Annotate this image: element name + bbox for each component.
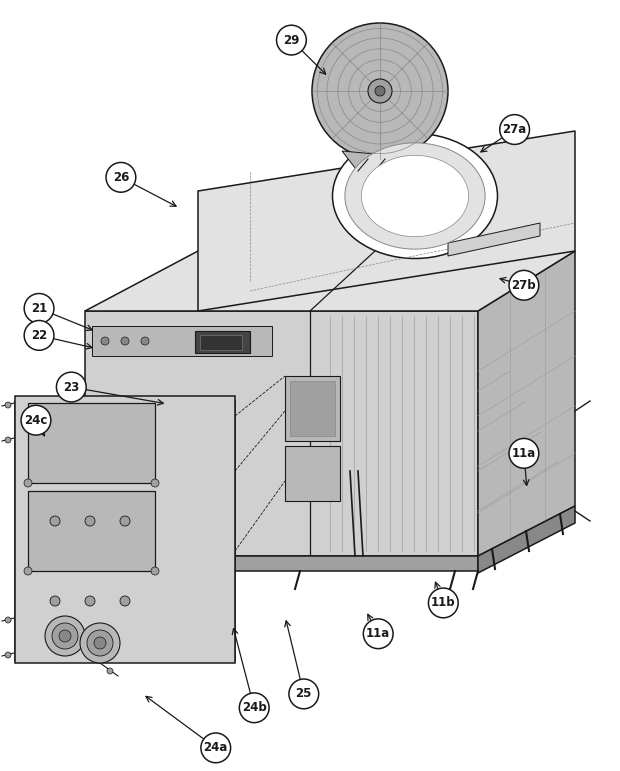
Circle shape xyxy=(45,616,85,656)
Circle shape xyxy=(101,337,109,345)
Polygon shape xyxy=(478,506,575,573)
FancyBboxPatch shape xyxy=(15,401,235,661)
Circle shape xyxy=(85,596,95,606)
Polygon shape xyxy=(290,381,335,436)
Text: 21: 21 xyxy=(31,302,47,315)
Circle shape xyxy=(201,733,231,763)
Text: 24b: 24b xyxy=(242,702,267,714)
Circle shape xyxy=(50,596,60,606)
Circle shape xyxy=(56,372,86,402)
Circle shape xyxy=(5,652,11,658)
Circle shape xyxy=(368,79,392,103)
Text: 27b: 27b xyxy=(512,279,536,291)
Circle shape xyxy=(87,630,113,656)
Circle shape xyxy=(85,516,95,526)
Circle shape xyxy=(59,630,71,642)
Polygon shape xyxy=(15,396,235,663)
Text: 27a: 27a xyxy=(502,123,527,136)
Text: 26: 26 xyxy=(113,171,129,183)
Text: 29: 29 xyxy=(283,34,299,46)
Circle shape xyxy=(509,271,539,300)
Circle shape xyxy=(80,623,120,663)
Circle shape xyxy=(106,163,136,192)
Polygon shape xyxy=(85,251,575,311)
Circle shape xyxy=(52,623,78,649)
Polygon shape xyxy=(448,223,540,256)
Circle shape xyxy=(500,115,529,144)
Circle shape xyxy=(24,567,32,575)
Text: 11a: 11a xyxy=(512,447,536,460)
Polygon shape xyxy=(198,131,575,311)
Circle shape xyxy=(120,516,130,526)
Text: 11b: 11b xyxy=(431,597,456,609)
Text: 11a: 11a xyxy=(366,628,391,640)
Circle shape xyxy=(151,567,159,575)
Circle shape xyxy=(24,294,54,323)
Polygon shape xyxy=(285,446,340,501)
Circle shape xyxy=(141,337,149,345)
Text: 24c: 24c xyxy=(24,414,48,426)
Polygon shape xyxy=(285,376,340,441)
Polygon shape xyxy=(28,403,155,483)
Polygon shape xyxy=(85,311,478,556)
Polygon shape xyxy=(28,491,155,571)
Circle shape xyxy=(24,321,54,350)
Circle shape xyxy=(107,668,113,674)
Circle shape xyxy=(509,439,539,468)
Circle shape xyxy=(239,693,269,722)
Text: 24a: 24a xyxy=(203,742,228,754)
Circle shape xyxy=(312,23,448,159)
Circle shape xyxy=(5,402,11,408)
Polygon shape xyxy=(478,251,575,556)
Circle shape xyxy=(120,596,130,606)
Circle shape xyxy=(289,679,319,709)
Text: 25: 25 xyxy=(296,688,312,700)
Ellipse shape xyxy=(345,143,485,249)
Polygon shape xyxy=(342,151,375,177)
Circle shape xyxy=(121,337,129,345)
Circle shape xyxy=(5,617,11,623)
Text: 23: 23 xyxy=(63,381,79,393)
Circle shape xyxy=(94,637,106,649)
Circle shape xyxy=(277,25,306,55)
Polygon shape xyxy=(85,556,478,571)
Circle shape xyxy=(21,406,51,435)
FancyBboxPatch shape xyxy=(195,331,250,353)
Text: 22: 22 xyxy=(31,329,47,342)
Circle shape xyxy=(375,86,385,96)
FancyBboxPatch shape xyxy=(92,326,272,356)
Ellipse shape xyxy=(361,156,469,237)
FancyBboxPatch shape xyxy=(200,335,242,350)
Circle shape xyxy=(363,619,393,648)
Circle shape xyxy=(428,588,458,618)
Circle shape xyxy=(151,479,159,487)
Circle shape xyxy=(5,437,11,443)
Circle shape xyxy=(24,479,32,487)
Ellipse shape xyxy=(332,133,497,258)
Text: eReplacementParts.com: eReplacementParts.com xyxy=(238,426,382,438)
Circle shape xyxy=(50,516,60,526)
